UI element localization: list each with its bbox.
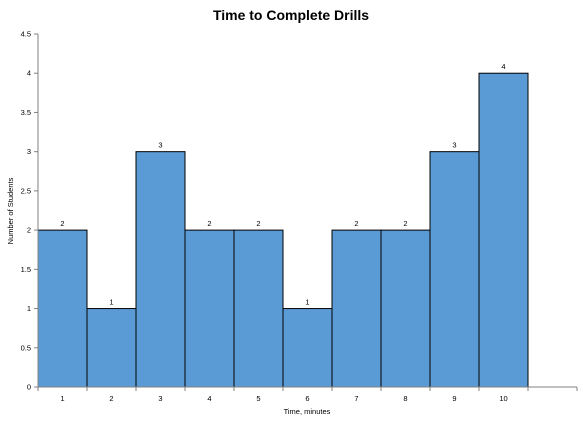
data-label-1: 2 — [60, 219, 64, 228]
data-label-3: 3 — [158, 141, 162, 150]
x-tick-label-6: 6 — [305, 394, 309, 403]
y-tick-label: 4 — [27, 69, 31, 78]
data-label-5: 2 — [256, 219, 260, 228]
bar-10 — [478, 72, 529, 388]
y-tick-label: 1.5 — [21, 265, 31, 274]
x-tick-label-8: 8 — [403, 394, 407, 403]
x-tick-label-9: 9 — [452, 394, 456, 403]
bar-8 — [380, 229, 431, 388]
x-tick-label-2: 2 — [109, 394, 113, 403]
y-tick-label: 1 — [27, 304, 31, 313]
x-tick-label-7: 7 — [354, 394, 358, 403]
data-label-9: 3 — [452, 141, 456, 150]
data-label-10: 4 — [501, 62, 505, 71]
bar-7 — [331, 229, 382, 388]
data-label-4: 2 — [207, 219, 211, 228]
y-axis-ticks: 0 0.5 1 1.5 2 2.5 3 3.5 4 4.5 — [21, 30, 38, 392]
data-label-8: 2 — [403, 219, 407, 228]
y-tick-label: 3.5 — [21, 108, 31, 117]
y-tick-label: 0 — [27, 383, 31, 392]
data-label-2: 1 — [109, 298, 113, 307]
x-axis-ticks: 1 2 3 4 5 6 7 8 9 10 — [37, 387, 578, 403]
bar-4 — [184, 229, 235, 388]
x-tick-label-10: 10 — [499, 394, 507, 403]
bar-6 — [282, 308, 333, 388]
x-tick-label-1: 1 — [60, 394, 64, 403]
y-tick-label: 3 — [27, 147, 31, 156]
bar-5 — [233, 229, 284, 388]
bar-3 — [135, 151, 186, 388]
bar-2 — [86, 308, 137, 388]
data-label-6: 1 — [305, 298, 309, 307]
bar-9 — [429, 151, 480, 388]
y-tick-label: 2.5 — [21, 186, 31, 195]
x-axis-label: Time, minutes — [284, 407, 331, 416]
chart-title: Time to Complete Drills — [213, 7, 369, 23]
y-tick-label: 2 — [27, 226, 31, 235]
data-labels: 2 1 3 2 2 1 2 2 3 4 — [60, 62, 505, 306]
data-label-7: 2 — [354, 219, 358, 228]
y-tick-label: 0.5 — [21, 343, 31, 352]
x-tick-label-5: 5 — [256, 394, 260, 403]
bars — [37, 72, 529, 388]
bar-1 — [37, 229, 88, 388]
x-tick-label-3: 3 — [158, 394, 162, 403]
y-tick-label: 4.5 — [21, 30, 31, 39]
y-axis-label: Number of Students — [6, 177, 15, 244]
x-tick-label-4: 4 — [207, 394, 211, 403]
